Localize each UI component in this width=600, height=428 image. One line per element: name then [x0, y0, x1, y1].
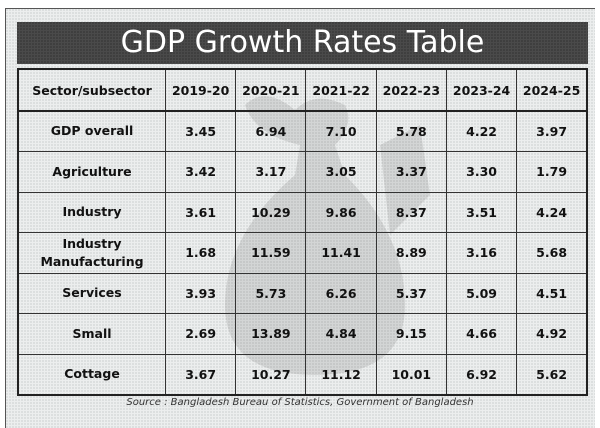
table-cell: 4.84 [305, 313, 377, 355]
row-label: Services [17, 272, 167, 314]
table-header-row: Sector/subsector 2019-20 2020-21 2021-22… [17, 68, 588, 112]
table-cell: 5.68 [516, 232, 588, 274]
row-label: Small [17, 313, 167, 355]
table-cell: 9.15 [375, 313, 447, 355]
row-label: Agriculture [17, 151, 167, 193]
column-header: 2024-25 [516, 68, 588, 112]
gdp-growth-table: Sector/subsector 2019-20 2020-21 2021-22… [17, 68, 588, 396]
table-row: Agriculture 3.42 3.17 3.05 3.37 3.30 1.79 [17, 151, 588, 193]
table-row: Services 3.93 5.73 6.26 5.37 5.09 4.51 [17, 272, 588, 314]
table-cell: 3.37 [375, 151, 447, 193]
table-cell: 4.92 [516, 313, 588, 355]
table-cell: 4.22 [445, 110, 518, 152]
table-cell: 3.45 [165, 110, 237, 152]
table-cell: 5.37 [375, 272, 447, 314]
column-header: Sector/subsector [17, 68, 167, 112]
table-cell: 3.93 [165, 272, 237, 314]
table-cell: 3.17 [235, 151, 307, 193]
table-cell: 3.51 [445, 191, 518, 233]
table-row: Industry 3.61 10.29 9.86 8.37 3.51 4.24 [17, 191, 588, 233]
column-header: 2022-23 [375, 68, 447, 112]
table-cell: 2.69 [165, 313, 237, 355]
table-cell: 3.30 [445, 151, 518, 193]
table-cell: 10.29 [235, 191, 307, 233]
table-cell: 1.79 [516, 151, 588, 193]
table-cell: 5.78 [375, 110, 447, 152]
table-cell: 11.41 [305, 232, 377, 274]
table-cell: 13.89 [235, 313, 307, 355]
table-cell: 10.27 [235, 353, 307, 395]
column-header: 2019-20 [165, 68, 237, 112]
table-row: Industry Manufacturing 1.68 11.59 11.41 8.89 3… [17, 232, 588, 274]
table-cell: 3.16 [445, 232, 518, 274]
table-cell: 11.12 [305, 353, 377, 395]
table-cell: 3.67 [165, 353, 237, 395]
table-cell: 4.51 [516, 272, 588, 314]
table-cell: 4.66 [445, 313, 518, 355]
table-cell: 3.42 [165, 151, 237, 193]
table-cell: 9.86 [305, 191, 377, 233]
row-label: Industry Manufacturing [17, 232, 167, 274]
table-cell: 8.89 [375, 232, 447, 274]
table-cell: 5.09 [445, 272, 518, 314]
table-cell: 5.62 [516, 353, 588, 395]
table-row: Small 2.69 13.89 4.84 9.15 4.66 4.92 [17, 313, 588, 355]
table-cell: 8.37 [375, 191, 447, 233]
table-cell: 3.97 [516, 110, 588, 152]
row-label: Cottage [17, 353, 167, 395]
column-header: 2021-22 [305, 68, 377, 112]
table-cell: 3.61 [165, 191, 237, 233]
table-cell: 6.26 [305, 272, 377, 314]
table-cell: 5.73 [235, 272, 307, 314]
table-cell: 1.68 [165, 232, 237, 274]
table-cell: 3.05 [305, 151, 377, 193]
table-title: GDP Growth Rates Table [17, 22, 588, 64]
table-cell: 10.01 [375, 353, 447, 395]
column-header: 2020-21 [235, 68, 307, 112]
table-cell: 6.92 [445, 353, 518, 395]
table-cell: 4.24 [516, 191, 588, 233]
source-note: Source : Bangladesh Bureau of Statistics… [126, 397, 474, 408]
table-cell: 11.59 [235, 232, 307, 274]
row-label: Industry [17, 191, 167, 233]
table-row: Cottage 3.67 10.27 11.12 10.01 6.92 5.62 [17, 353, 588, 395]
column-header: 2023-24 [445, 68, 518, 112]
table-row: GDP overall 3.45 6.94 7.10 5.78 4.22 3.97 [17, 110, 588, 152]
row-label: GDP overall [17, 110, 167, 152]
table-cell: 6.94 [235, 110, 307, 152]
table-cell: 7.10 [305, 110, 377, 152]
